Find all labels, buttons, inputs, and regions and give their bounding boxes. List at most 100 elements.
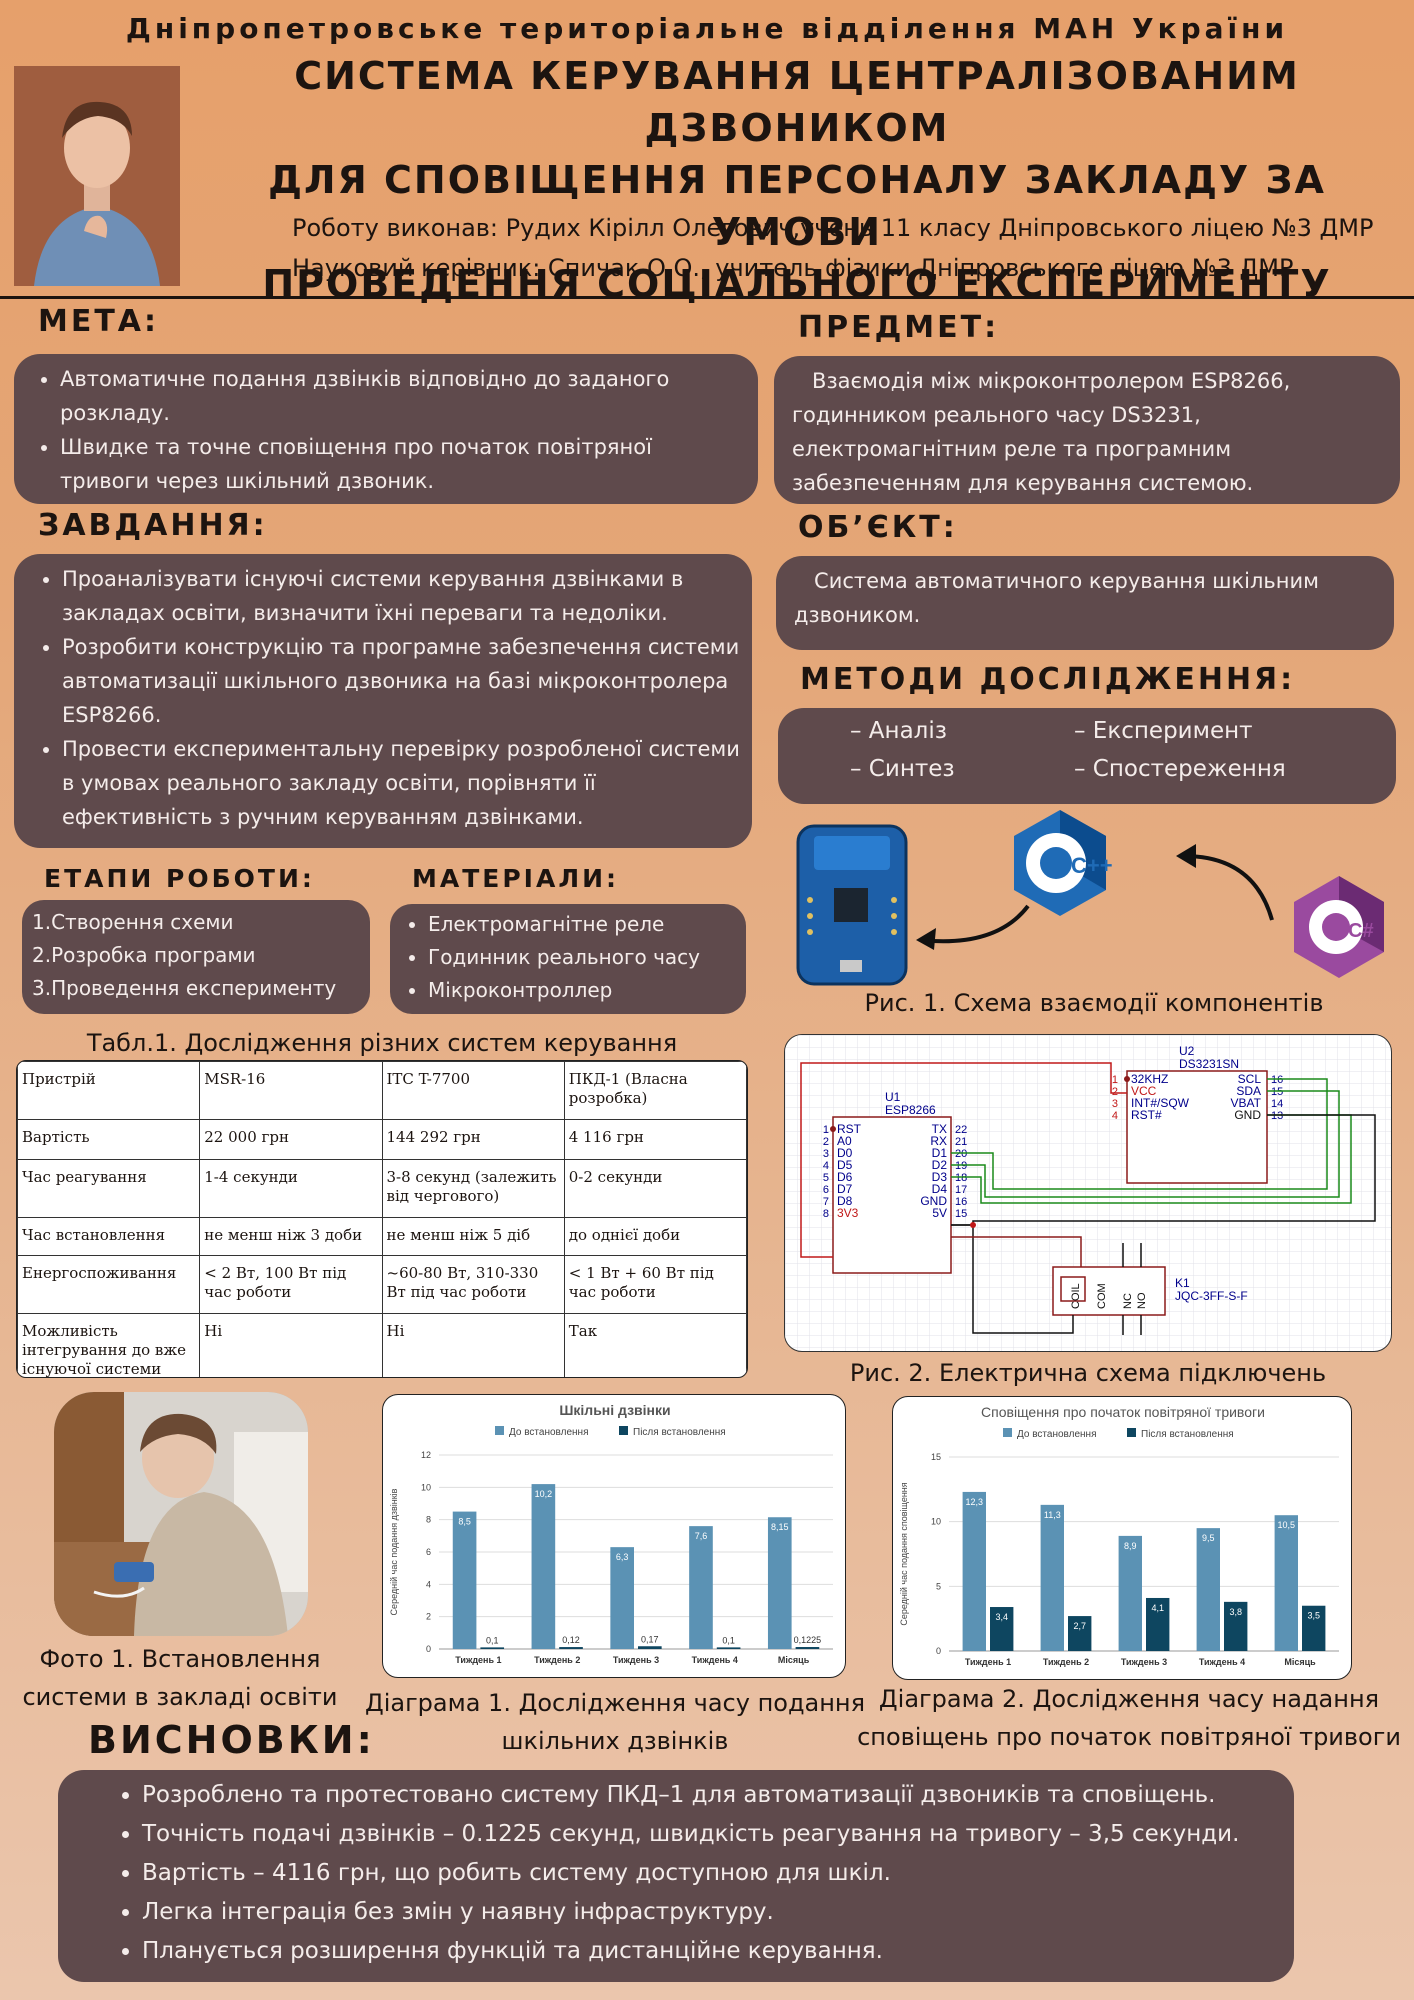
cpp-logo-icon: C++	[1014, 810, 1113, 916]
arrow-cpp-to-esp	[919, 904, 1030, 944]
x-tick-label: Тиждень 1	[965, 1657, 1011, 1667]
legend-swatch	[1003, 1428, 1012, 1437]
arrow-csharp-to-cpp	[1183, 854, 1274, 921]
materialy-list: Електромагнітне реле Годинник реального …	[398, 908, 738, 1007]
obyekt-panel: Система автоматичного керування шкільним…	[776, 556, 1394, 650]
u1-pin-number: 17	[955, 1184, 967, 1196]
u1-pin-number: 21	[955, 1136, 967, 1148]
table-row: Енергоспоживання < 2 Вт, 100 Вт під час …	[17, 1255, 747, 1314]
bar	[962, 1491, 986, 1651]
u1-pin-number: 4	[823, 1160, 829, 1172]
organization-name: Дніпропетровське територіальне відділенн…	[125, 12, 1289, 45]
bar-value-label: 4,1	[1151, 1603, 1164, 1613]
list-item: Провести експериментальну перевірку розр…	[62, 732, 740, 834]
y-axis-label: Середній час подання сповіщення	[899, 1482, 909, 1625]
table-cell: не менш ніж 3 доби	[199, 1217, 383, 1256]
table-cell: MSR-16	[199, 1061, 383, 1120]
u1-ref: U1	[885, 1090, 901, 1104]
y-tick-label: 8	[426, 1515, 431, 1525]
bar	[1302, 1605, 1326, 1651]
u2-pin-number: 13	[1271, 1110, 1283, 1122]
table-cell: Час реагування	[17, 1159, 201, 1218]
u2-chip	[1126, 1070, 1268, 1184]
k1-relay	[1052, 1266, 1166, 1316]
table-cell: Енергоспоживання	[17, 1255, 201, 1314]
table-row: Можливість інтегрування до вже існуючої …	[17, 1313, 747, 1377]
list-item: Легка інтеграція без змін у наявну інфра…	[142, 1893, 1278, 1932]
vysnovky-panel: Розроблено та протестовано систему ПКД–1…	[58, 1770, 1294, 1982]
u1-pin-label: D7	[837, 1182, 853, 1196]
table-row: Час реагування 1-4 секунди 3-8 секунд (зал…	[17, 1159, 747, 1218]
diag1-caption-line: Діаграма 1. Дослідження часу подання	[364, 1689, 866, 1717]
u1-pin-label: D8	[837, 1194, 853, 1208]
metody-heading: МЕТОДИ ДОСЛІДЖЕННЯ:	[800, 662, 1296, 697]
x-tick-label: Місяць	[1284, 1657, 1316, 1667]
y-tick-label: 6	[426, 1547, 431, 1557]
u1-pin-number: 8	[823, 1208, 829, 1220]
diag1-caption: Діаграма 1. Дослідження часу подання шкі…	[350, 1684, 880, 1760]
u1-pin-label: RX	[930, 1134, 947, 1148]
predmet-heading: ПРЕДМЕТ:	[798, 310, 1000, 345]
u1-pin-label: 3V3	[837, 1206, 859, 1220]
bar-value-label: 0,1225	[794, 1635, 822, 1645]
u1-pin-number: 20	[955, 1148, 967, 1160]
u1-pin-label: D0	[837, 1146, 853, 1160]
csharp-logo-text: C#	[1348, 920, 1374, 942]
list-item: Мікроконтроллер	[428, 974, 738, 1007]
materialy-panel: Електромагнітне реле Годинник реального …	[390, 904, 746, 1014]
k1-pin: NC	[1122, 1293, 1134, 1309]
u1-part: ESP8266	[885, 1103, 936, 1117]
u1-pin-number: 7	[823, 1196, 829, 1208]
table-row: Вартість 22 000 грн 144 292 грн 4 116 грн	[17, 1119, 747, 1160]
x-tick-label: Місяць	[778, 1655, 810, 1665]
etapy-heading: ЕТАПИ РОБОТИ:	[44, 864, 315, 893]
table-cell: 144 292 грн	[381, 1119, 565, 1160]
u2-pin-number: 3	[1112, 1098, 1118, 1110]
list-item: Годинник реального часу	[428, 941, 738, 974]
advisor-line: Науковий керівник: Спичак О.О., учитель …	[292, 254, 1294, 282]
title-line: СИСТЕМА КЕРУВАННЯ ЦЕНТРАЛІЗОВАНИМ ДЗВОНИ…	[294, 54, 1300, 150]
photo1-caption: Фото 1. Встановлення системи в закладі о…	[20, 1640, 340, 1716]
esp8266-board-icon	[796, 824, 908, 986]
u2-pin-label: VCC	[1131, 1084, 1157, 1098]
y-axis-label: Середній час подання дзвінків	[389, 1488, 399, 1615]
meta-list: Автоматичне подання дзвінків відповідно …	[30, 362, 742, 498]
list-item: Розроблено та протестовано систему ПКД–1…	[142, 1776, 1278, 1815]
u1-pin-number: 2	[823, 1136, 829, 1148]
u2-pin-label: VBAT	[1231, 1096, 1262, 1110]
circuit-schematic: U2 DS3231SN 1 32KHZ SCL 16 2 VCC SDA 15 3 INT#/SQ…	[784, 1034, 1392, 1352]
list-item: Вартість – 4116 грн, що робить систему д…	[142, 1854, 1278, 1893]
u2-pin-number: 1	[1112, 1074, 1118, 1086]
bar	[1196, 1528, 1220, 1651]
list-item: Швидке та точне сповіщення про початок п…	[60, 430, 742, 498]
diag2-caption: Діаграма 2. Дослідження часу надання спо…	[846, 1680, 1412, 1756]
y-tick-label: 12	[421, 1450, 431, 1460]
diag1-caption-line: шкільних дзвінків	[501, 1727, 729, 1755]
metody-panel: – Аналіз – Експеримент – Синтез – Спосте…	[778, 708, 1396, 804]
k1-ref: K1	[1175, 1276, 1190, 1290]
title-line: ДЛЯ СПОВІЩЕННЯ ПЕРСОНАЛУ ЗАКЛАДУ ЗА УМОВ…	[268, 158, 1326, 254]
table-cell: Ні	[199, 1313, 383, 1377]
y-tick-label: 15	[931, 1452, 941, 1462]
table-cell: < 2 Вт, 100 Вт під час роботи	[199, 1255, 383, 1314]
bar	[531, 1484, 556, 1649]
list-item: 2.Розробка програми	[32, 943, 256, 967]
legend-label: Після встановлення	[633, 1427, 726, 1438]
bar-value-label: 2,7	[1073, 1621, 1086, 1631]
u1-pin-number: 19	[955, 1160, 967, 1172]
author-line: Роботу виконав: Рудих Кірілл Олегович,уч…	[292, 214, 1374, 242]
x-tick-label: Тиждень 4	[692, 1655, 738, 1665]
author-portrait	[14, 66, 180, 286]
fig2-caption: Рис. 2. Електрична схема підключень	[849, 1359, 1327, 1387]
diag2-caption-line: сповіщень про початок повітряної тривоги	[857, 1723, 1401, 1751]
legend-label: До встановлення	[509, 1427, 588, 1438]
circuit-svg: U2 DS3231SN 1 32KHZ SCL 162 VCC SDA 153 INT#/SQ…	[785, 1035, 1391, 1351]
table-cell: 1-4 секунди	[199, 1159, 383, 1218]
method-item: – Аналіз	[850, 718, 947, 744]
bar	[1274, 1515, 1298, 1651]
table-cell: не менш ніж 5 діб	[381, 1217, 565, 1256]
k1-pin: COIL	[1070, 1283, 1082, 1309]
bar	[689, 1526, 713, 1649]
bar-value-label: 3,5	[1307, 1611, 1320, 1621]
u1-pin-label: D3	[932, 1170, 948, 1184]
